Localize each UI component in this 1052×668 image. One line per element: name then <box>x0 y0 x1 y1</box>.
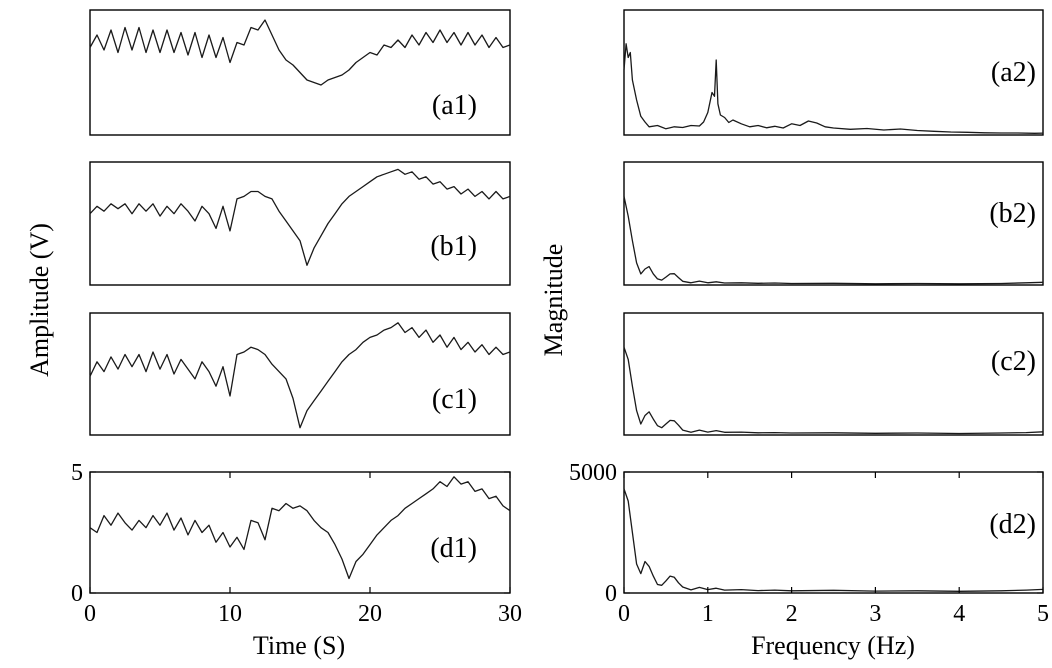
panel-b2: (b2) <box>623 161 1044 286</box>
y-tick-label-d2-1: 5000 <box>569 460 617 486</box>
panel-frame-b1 <box>89 161 511 286</box>
series-line-b1 <box>89 168 511 266</box>
panel-b1: (b1) <box>89 161 511 286</box>
panel-label-d1: (d1) <box>430 533 477 564</box>
x-tick-label-d2-1: 1 <box>702 601 714 627</box>
series-line-d1 <box>89 476 511 580</box>
y-tick-label-d1-0: 0 <box>71 581 83 607</box>
panels: (a1)(b1)(c1)(d1)0 10 20 3005(a2)(b2)(c2)(d2… <box>71 9 1049 627</box>
x-tick-label-d1-3: 30 <box>498 601 522 627</box>
series-line-c2 <box>623 346 1044 435</box>
x-tick-label-d2-3: 3 <box>869 601 881 627</box>
panel-d1: (d1) 0 10 20 30 0 5 <box>71 460 522 627</box>
series-line-c1 <box>89 322 511 429</box>
x-tick-label-d2-2: 2 <box>786 601 798 627</box>
x-tick-label-d2-0: 0 <box>618 601 630 627</box>
panel-label-c1: (c1) <box>432 384 477 415</box>
x-tick-label-d2-5: 5 <box>1037 601 1049 627</box>
panel-c1: (c1) <box>89 312 511 436</box>
y-tick-label-d2-0: 0 <box>605 581 617 607</box>
x-tick-label-d1-1: 10 <box>218 601 242 627</box>
panel-a2: (a2) <box>623 9 1044 136</box>
series-line-a1 <box>89 19 511 86</box>
panel-frame-a2 <box>623 9 1044 136</box>
panel-d2: (d2) 0 1 2 3 4 5 0 5000 <box>569 460 1049 627</box>
right-x-axis-title: Frequency (Hz) <box>751 631 915 660</box>
series-line-b2 <box>623 196 1044 285</box>
series-line-d2 <box>623 488 1044 592</box>
panel-label-a1: (a1) <box>432 90 477 121</box>
panel-frame-a1 <box>89 9 511 136</box>
panel-frame-d2 <box>623 471 1044 594</box>
x-tick-label-d1-0: 0 <box>84 601 96 627</box>
panel-frame-c1 <box>89 312 511 436</box>
panel-frame-c2 <box>623 312 1044 436</box>
panel-frame-b2 <box>623 161 1044 286</box>
right-y-axis-title: Magnitude <box>539 244 568 357</box>
panel-label-d2: (d2) <box>989 509 1036 540</box>
series-line-a2 <box>623 43 1044 134</box>
panel-frame-d1 <box>89 471 511 594</box>
panel-label-a2: (a2) <box>991 57 1036 88</box>
x-tick-label-d2-4: 4 <box>953 601 965 627</box>
panel-c2: (c2) <box>623 312 1044 436</box>
y-tick-label-d1-1: 5 <box>71 460 83 486</box>
left-x-axis-title: Time (S) <box>253 631 345 660</box>
x-tick-label-d1-2: 20 <box>358 601 382 627</box>
left-y-axis-title: Amplitude (V) <box>25 223 54 377</box>
panel-label-b2: (b2) <box>989 198 1036 229</box>
panel-label-c2: (c2) <box>991 346 1036 377</box>
panel-label-b1: (b1) <box>430 231 477 262</box>
panel-a1: (a1) <box>89 9 511 136</box>
